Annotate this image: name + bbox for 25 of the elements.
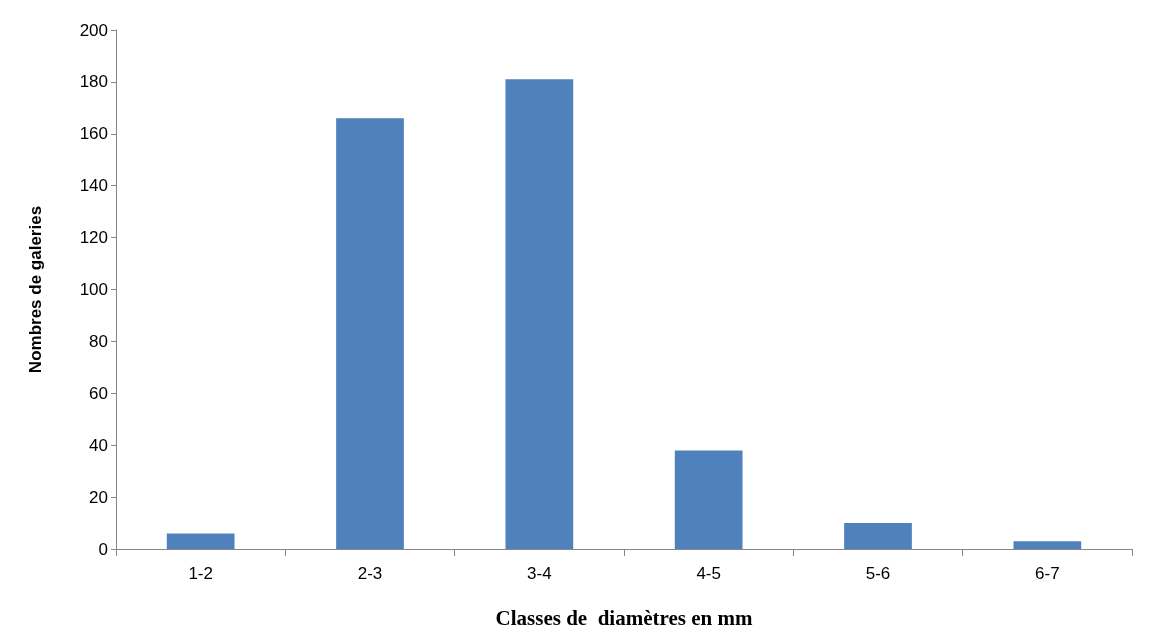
y-tick-label: 120 (79, 228, 108, 248)
x-tick-label: 4-5 (696, 564, 721, 583)
y-tick-label: 100 (79, 280, 108, 299)
bar (166, 533, 235, 549)
y-tick-label: 160 (79, 124, 108, 144)
y-tick-label: 20 (89, 487, 108, 507)
y-tick-label: 140 (79, 176, 108, 196)
y-axis-title: Nombres de galeries (26, 205, 45, 374)
bar (336, 118, 404, 549)
y-tick-label: 180 (79, 72, 108, 92)
bar (1013, 541, 1082, 549)
y-tick-label: 0 (98, 539, 108, 559)
y-tick-label: 60 (89, 383, 108, 403)
bar (844, 523, 912, 549)
bar (505, 79, 574, 549)
x-tick-label: 2-3 (357, 564, 383, 583)
x-tick-label: 6-7 (1035, 564, 1060, 583)
y-tick-label: 80 (89, 331, 108, 351)
x-tick-label: 3-4 (527, 564, 552, 583)
bar (674, 450, 743, 549)
x-tick-label: 5-6 (865, 564, 891, 583)
y-tick-label: 40 (89, 435, 108, 455)
x-axis-title: Classes de diamètres en mm (495, 605, 753, 630)
x-tick-label: 1-2 (188, 564, 213, 583)
y-tick-label: 200 (79, 20, 108, 40)
